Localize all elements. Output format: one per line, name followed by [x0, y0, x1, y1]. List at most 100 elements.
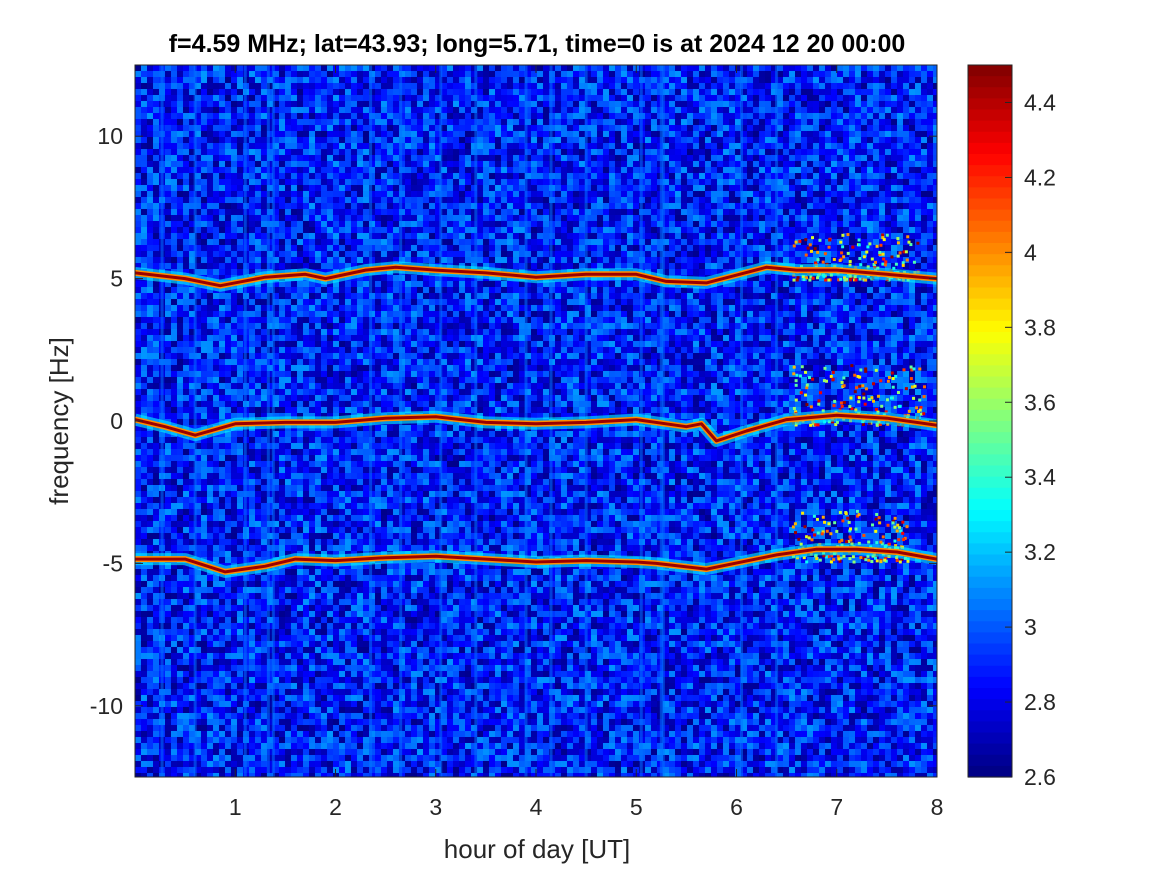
- noise-cell: [375, 173, 381, 179]
- noise-cell: [147, 569, 153, 575]
- noise-cell: [321, 329, 327, 335]
- noise-cell: [201, 617, 207, 623]
- noise-cell: [303, 107, 309, 113]
- noise-cell: [225, 731, 231, 737]
- noise-cell: [297, 341, 303, 347]
- noise-cell: [339, 539, 345, 545]
- noise-cell: [189, 599, 195, 605]
- noise-cell: [255, 431, 261, 437]
- noise-cell: [177, 137, 183, 143]
- noise-cell: [339, 707, 345, 713]
- noise-cell: [153, 353, 159, 359]
- noise-cell: [213, 359, 219, 365]
- noise-cell: [135, 545, 141, 551]
- noise-cell: [309, 203, 315, 209]
- noise-cell: [165, 755, 171, 761]
- noise-cell: [279, 773, 285, 777]
- noise-cell: [303, 635, 309, 641]
- noise-cell: [213, 401, 219, 407]
- noise-cell: [231, 143, 237, 149]
- noise-cell: [351, 407, 357, 413]
- noise-cell: [249, 623, 255, 629]
- noise-cell: [375, 677, 381, 683]
- noise-cell: [189, 293, 195, 299]
- noise-cell: [291, 131, 297, 137]
- noise-cell: [279, 713, 285, 719]
- noise-cell: [375, 155, 381, 161]
- noise-cell: [141, 221, 147, 227]
- noise-cell: [237, 611, 243, 617]
- noise-cell: [177, 209, 183, 215]
- noise-cell: [321, 305, 327, 311]
- noise-cell: [195, 473, 201, 479]
- noise-cell: [225, 467, 231, 473]
- noise-cell: [213, 143, 219, 149]
- noise-cell: [351, 371, 357, 377]
- noise-cell: [225, 641, 231, 647]
- noise-cell: [207, 167, 213, 173]
- noise-cell: [267, 131, 273, 137]
- noise-cell: [321, 335, 327, 341]
- noise-cell: [345, 173, 351, 179]
- noise-cell: [255, 605, 261, 611]
- noise-cell: [345, 563, 351, 569]
- noise-cell: [321, 767, 327, 773]
- noise-cell: [219, 701, 225, 707]
- noise-cell: [333, 413, 339, 419]
- noise-cell: [303, 455, 309, 461]
- noise-cell: [339, 683, 345, 689]
- noise-cell: [237, 467, 243, 473]
- noise-cell: [195, 203, 201, 209]
- noise-cell: [153, 209, 159, 215]
- noise-cell: [327, 629, 333, 635]
- noise-cell: [357, 725, 363, 731]
- noise-cell: [183, 689, 189, 695]
- noise-cell: [279, 215, 285, 221]
- noise-cell: [315, 665, 321, 671]
- noise-cell: [225, 767, 231, 773]
- noise-cell: [201, 383, 207, 389]
- noise-cell: [381, 347, 387, 353]
- noise-cell: [381, 641, 387, 647]
- noise-cell: [237, 389, 243, 395]
- noise-cell: [171, 89, 177, 95]
- noise-cell: [333, 113, 339, 119]
- noise-cell: [261, 395, 267, 401]
- noise-cell: [147, 137, 153, 143]
- noise-cell: [219, 623, 225, 629]
- noise-cell: [183, 185, 189, 191]
- noise-cell: [219, 221, 225, 227]
- noise-cell: [375, 611, 381, 617]
- noise-cell: [315, 119, 321, 125]
- noise-cell: [255, 515, 261, 521]
- noise-cell: [363, 665, 369, 671]
- noise-cell: [153, 185, 159, 191]
- noise-cell: [303, 299, 309, 305]
- noise-cell: [135, 713, 141, 719]
- noise-cell: [339, 515, 345, 521]
- noise-cell: [363, 113, 369, 119]
- noise-cell: [345, 539, 351, 545]
- noise-cell: [333, 401, 339, 407]
- noise-cell: [309, 401, 315, 407]
- noise-cell: [327, 737, 333, 743]
- noise-cell: [261, 239, 267, 245]
- noise-cell: [195, 179, 201, 185]
- noise-cell: [303, 347, 309, 353]
- noise-cell: [273, 407, 279, 413]
- noise-cell: [381, 467, 387, 473]
- noise-cell: [291, 725, 297, 731]
- noise-cell: [339, 533, 345, 539]
- noise-cell: [135, 659, 141, 665]
- noise-cell: [285, 743, 291, 749]
- noise-cell: [231, 437, 237, 443]
- noise-cell: [303, 281, 309, 287]
- noise-cell: [339, 455, 345, 461]
- noise-cell: [225, 71, 231, 77]
- noise-cell: [249, 299, 255, 305]
- noise-cell: [381, 749, 387, 755]
- noise-cell: [285, 83, 291, 89]
- noise-cell: [147, 299, 153, 305]
- noise-cell: [321, 221, 327, 227]
- noise-cell: [339, 161, 345, 167]
